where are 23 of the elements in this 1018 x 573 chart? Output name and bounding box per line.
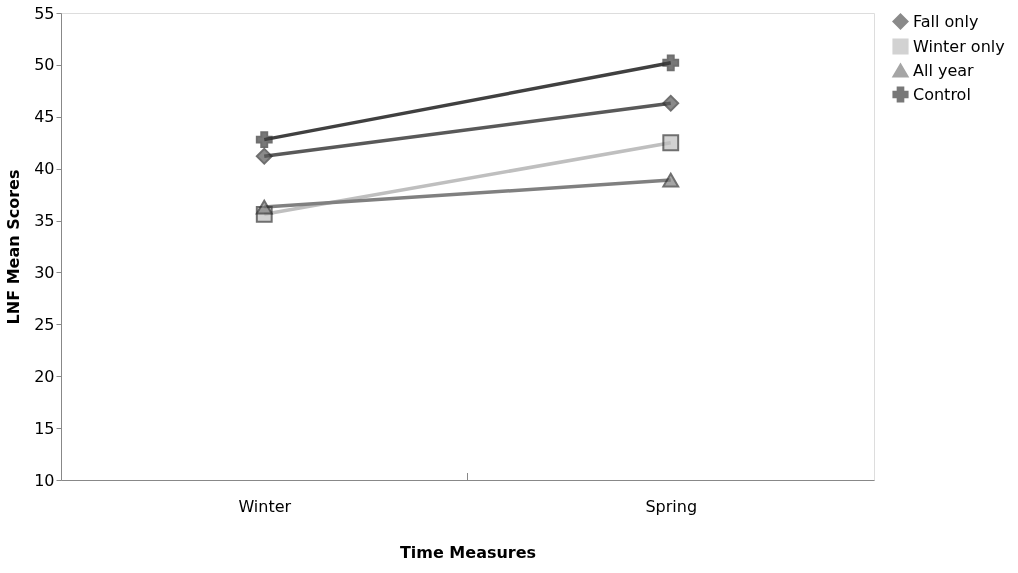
point [662, 134, 680, 152]
x-tick-label: Spring [645, 496, 698, 516]
y-tick-label: 10 [34, 470, 55, 490]
y-tick-label: 15 [34, 418, 55, 438]
legend-label: Control [913, 84, 971, 104]
point [255, 131, 273, 149]
point [662, 54, 680, 72]
y-tick-label: 55 [34, 3, 55, 23]
y-tick-label: 50 [34, 55, 55, 75]
x-tick-label: Winter [238, 496, 292, 516]
y-tick-label: 40 [34, 159, 55, 179]
point [662, 94, 680, 112]
y-tick-label: 35 [34, 211, 55, 231]
x-axis-title: Time Measures [399, 542, 537, 562]
y-tick-label: 30 [34, 262, 55, 282]
point [255, 147, 273, 165]
y-tick-label: 45 [34, 107, 55, 127]
legend-label: Fall only [913, 11, 979, 31]
legend-label: All year [913, 60, 975, 80]
y-axis-title: LNF Mean Scores [4, 169, 24, 325]
y-tick-label: 25 [34, 314, 55, 334]
y-tick-label: 20 [34, 366, 55, 386]
legend-label: Winter only [913, 36, 1005, 56]
